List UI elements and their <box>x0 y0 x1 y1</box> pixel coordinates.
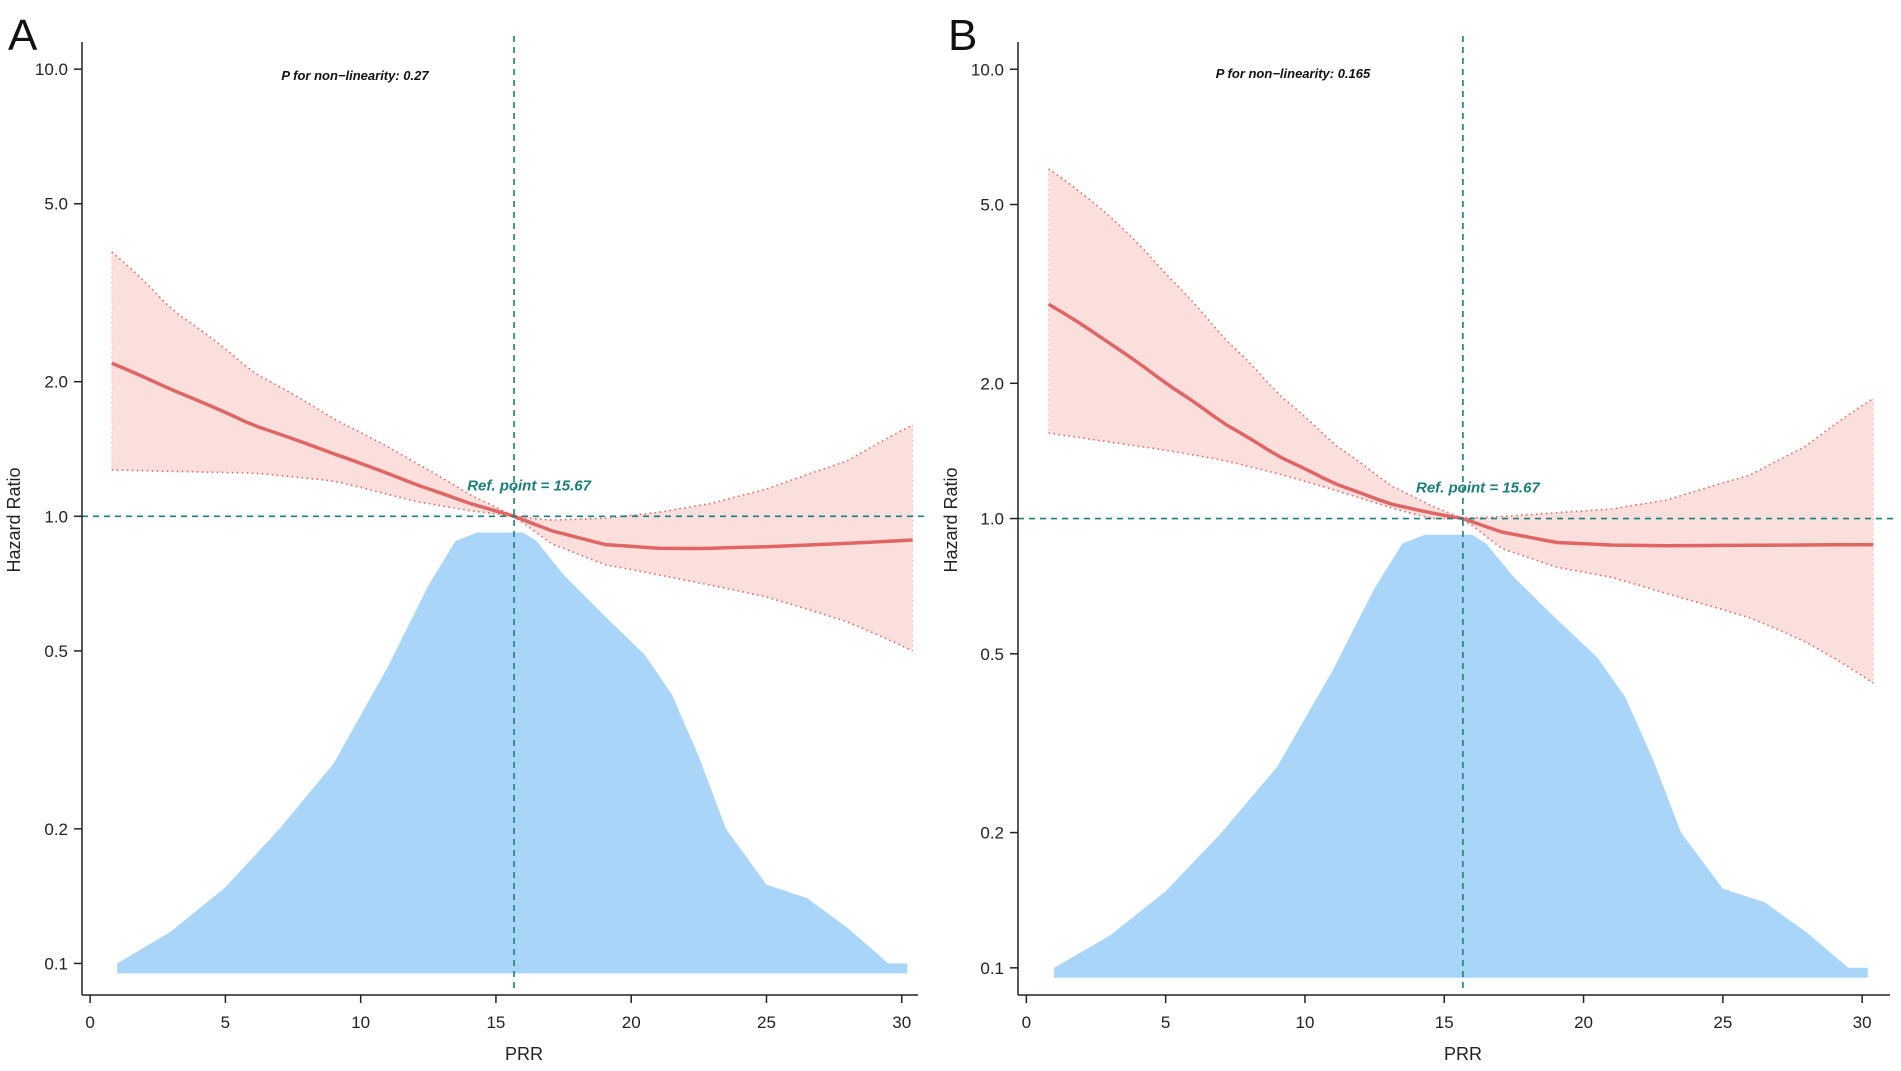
panel-letter-a: A <box>8 11 38 60</box>
panel-b-density-area <box>1054 534 1868 978</box>
panel-a-x-tick-label: 15 <box>486 1013 505 1032</box>
panel-b-y-tick-label: 0.1 <box>980 959 1004 978</box>
panel-a-y-tick-label: 10.0 <box>35 60 68 79</box>
panel-b-y-tick-label: 2.0 <box>980 374 1004 393</box>
panel-b: B 0.1 0.2 0.5 1.0 2.0 5.0 10.0 0 5 10 15 20 25 30 PR… <box>941 11 1898 1064</box>
panel-b-y-axis-title: Hazard Ratio <box>941 467 961 572</box>
panel-a-y-tick-label: 0.1 <box>44 954 68 973</box>
panel-b-y-tick-label: 1.0 <box>980 510 1004 529</box>
panel-b-x-tick-label: 10 <box>1295 1013 1314 1032</box>
panel-a-y-tick-label: 5.0 <box>44 195 68 214</box>
panel-a-x-tick-label: 5 <box>221 1013 230 1032</box>
panel-a-y-ticks: 0.1 0.2 0.5 1.0 2.0 5.0 10.0 <box>35 60 82 973</box>
panel-a-y-tick-label: 1.0 <box>44 507 68 526</box>
panel-b-ref-point-label: Ref. point = 15.67 <box>1416 480 1540 497</box>
panel-a-x-tick-label: 0 <box>85 1013 94 1032</box>
panel-b-y-tick-label: 10.0 <box>971 60 1004 79</box>
panel-a-ci-band <box>111 252 913 651</box>
panel-a: A 0.1 0.2 0.5 1.0 2.0 5.0 10.0 0 5 10 15 20 25 30 PR… <box>4 11 926 1064</box>
panel-b-y-ticks: 0.1 0.2 0.5 1.0 2.0 5.0 10.0 <box>971 60 1018 978</box>
panel-a-y-tick-label: 0.5 <box>44 642 68 661</box>
panel-b-y-tick-label: 0.2 <box>980 824 1004 843</box>
panel-b-x-tick-label: 25 <box>1713 1013 1732 1032</box>
panel-a-x-ticks: 0 5 10 15 20 25 30 <box>85 995 911 1032</box>
panel-b-y-tick-label: 5.0 <box>980 196 1004 215</box>
panel-b-x-tick-label: 15 <box>1435 1013 1454 1032</box>
panel-a-y-axis-title: Hazard Ratio <box>4 467 24 572</box>
panel-b-x-tick-label: 0 <box>1022 1013 1031 1032</box>
panel-a-y-tick-label: 0.2 <box>44 820 68 839</box>
panel-b-y-tick-label: 0.5 <box>980 645 1004 664</box>
panel-a-x-tick-label: 10 <box>351 1013 370 1032</box>
panel-b-ci-band <box>1048 168 1874 684</box>
panel-b-x-tick-label: 5 <box>1161 1013 1170 1032</box>
panel-a-ci-upper-line <box>111 251 913 521</box>
panel-a-plot-area <box>82 36 926 993</box>
panel-a-y-tick-label: 2.0 <box>44 373 68 392</box>
panel-a-density-area <box>117 532 908 974</box>
panel-a-x-tick-label: 20 <box>622 1013 641 1032</box>
panel-b-nonlinearity-p-value: P for non−linearity: 0.165 <box>1216 66 1371 81</box>
panel-a-x-axis-title: PRR <box>505 1044 543 1064</box>
panel-b-ci-lower-line <box>1048 432 1874 684</box>
panel-b-x-tick-label: 20 <box>1574 1013 1593 1032</box>
panel-b-x-tick-label: 30 <box>1853 1013 1872 1032</box>
panel-b-plot-area <box>1018 36 1898 993</box>
panel-a-x-tick-label: 25 <box>757 1013 776 1032</box>
panel-b-x-axis-title: PRR <box>1444 1044 1482 1064</box>
panel-letter-b: B <box>948 11 977 60</box>
panel-b-x-ticks: 0 5 10 15 20 25 30 <box>1022 995 1872 1032</box>
panel-a-x-tick-label: 30 <box>892 1013 911 1032</box>
panel-a-ref-point-label: Ref. point = 15.67 <box>467 477 591 494</box>
panel-a-nonlinearity-p-value: P for non−linearity: 0.27 <box>281 68 429 83</box>
